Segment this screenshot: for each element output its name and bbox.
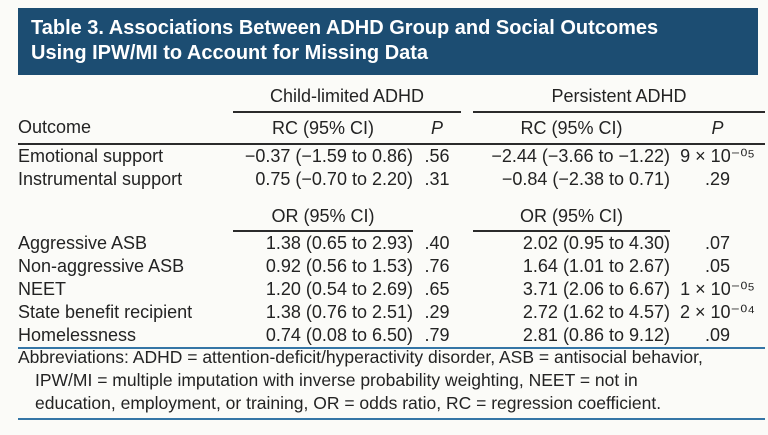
group-gap: [461, 191, 473, 231]
group-gap: [461, 231, 473, 255]
row-instrumental-support: Instrumental support 0.75 (−0.70 to 2.20…: [18, 168, 765, 191]
subheader-spacer: [413, 191, 461, 231]
row-state-benefit-recipient: State benefit recipient 1.38 (0.76 to 2.…: [18, 301, 765, 324]
row-emotional-support: Emotional support −0.37 (−1.59 to 0.86) …: [18, 144, 765, 168]
estimate-cell: −2.44 (−3.66 to −1.22): [491, 146, 671, 166]
p-value-cell: 1 × 10⁻⁰⁵: [680, 279, 755, 299]
results-table: Child-limited ADHD Persistent ADHD Outco…: [18, 75, 766, 349]
table-title-line-1: Table 3. Associations Between ADHD Group…: [31, 17, 659, 39]
p-value-cell: .07: [705, 232, 731, 253]
estimate-cell: −0.84 (−2.38 to 0.71): [501, 169, 671, 189]
spanner-spacer: [18, 75, 233, 112]
estimate-cell: 2.02 (0.95 to 4.30): [522, 233, 671, 253]
col-group-child-limited: Child-limited ADHD: [233, 75, 462, 113]
estimate-cell: 2.72 (1.62 to 4.57): [522, 302, 671, 322]
group-gap: [461, 255, 473, 278]
column-header-row: Outcome RC (95% CI) P RC (95% CI) P: [18, 112, 766, 145]
col-group-persistent: Persistent ADHD: [473, 75, 766, 113]
p-value-cell: 9 × 10⁻⁰⁵: [680, 146, 755, 166]
footnote-line-2: IPW/MI = multiple imputation with invers…: [35, 370, 638, 390]
estimate-cell: 0.75 (−0.70 to 2.20): [255, 169, 413, 189]
footnote-line-3: education, employment, or training, OR =…: [35, 393, 662, 413]
outcome-cell: Homelessness: [18, 325, 137, 345]
outcome-cell: Instrumental support: [18, 169, 183, 189]
group-gap: [461, 278, 473, 301]
p-value-cell: .29: [705, 169, 731, 189]
col-header-rc-persistent: RC (95% CI): [473, 112, 671, 145]
p-value-cell: .76: [424, 256, 450, 276]
p-value-cell: .40: [424, 232, 450, 253]
or-subheader-row: OR (95% CI) OR (95% CI): [18, 191, 765, 232]
col-header-rc-child-limited: RC (95% CI): [233, 112, 413, 145]
p-value-cell: .29: [424, 302, 450, 322]
group-gap: [461, 112, 474, 145]
group-gap: [461, 168, 473, 191]
estimate-cell: 3.71 (2.06 to 6.67): [522, 279, 671, 299]
estimate-cell: 2.81 (0.86 to 9.12): [522, 325, 671, 345]
p-value-cell: .05: [705, 256, 731, 276]
estimate-cell: 1.64 (1.01 to 2.67): [522, 256, 671, 276]
estimate-cell: −0.37 (−1.59 to 0.86): [244, 146, 413, 166]
col-header-outcome: Outcome: [18, 112, 233, 145]
subheader-spacer: [18, 191, 233, 231]
subheader-spacer: [670, 191, 765, 231]
p-value-cell: .31: [424, 169, 450, 189]
row-homelessness: Homelessness 0.74 (0.08 to 6.50) .79 2.8…: [18, 324, 765, 348]
or-subheader-child-limited: OR (95% CI): [233, 191, 413, 232]
outcome-cell: State benefit recipient: [18, 302, 193, 322]
table-title-line-2: Using IPW/MI to Account for Missing Data: [31, 42, 429, 64]
estimate-cell: 0.74 (0.08 to 6.50): [265, 325, 413, 345]
p-value-cell: .09: [705, 325, 731, 345]
row-aggressive-asb: Aggressive ASB 1.38 (0.65 to 2.93) .40 2…: [18, 231, 765, 255]
or-subheader-persistent: OR (95% CI): [473, 191, 671, 232]
outcome-cell: NEET: [18, 279, 67, 299]
p-value-cell: 2 × 10⁻⁰⁴: [680, 302, 756, 322]
estimate-cell: 1.38 (0.76 to 2.51): [265, 302, 413, 322]
outcome-cell: Emotional support: [18, 146, 164, 166]
col-header-p-persistent: P: [670, 112, 766, 145]
group-gap: [461, 75, 473, 112]
group-gap: [461, 144, 473, 168]
p-value-cell: .56: [424, 146, 450, 166]
table-title-bar: Table 3. Associations Between ADHD Group…: [18, 8, 758, 75]
estimate-cell: 0.92 (0.56 to 1.53): [265, 256, 413, 276]
p-value-cell: .65: [424, 279, 450, 299]
estimate-cell: 1.20 (0.54 to 2.69): [265, 279, 413, 299]
row-non-aggressive-asb: Non-aggressive ASB 0.92 (0.56 to 1.53) .…: [18, 255, 765, 278]
footnote-line-1: Abbreviations: ADHD = attention-deficit/…: [18, 347, 703, 367]
column-group-row: Child-limited ADHD Persistent ADHD: [18, 75, 766, 113]
p-value-cell: .79: [424, 325, 450, 345]
group-gap: [461, 301, 473, 324]
abbreviations-footnote: Abbreviations: ADHD = attention-deficit/…: [18, 336, 765, 420]
col-header-p-child-limited: P: [413, 112, 462, 145]
outcome-cell: Aggressive ASB: [18, 232, 148, 253]
estimate-cell: 1.38 (0.65 to 2.93): [265, 233, 413, 253]
row-neet: NEET 1.20 (0.54 to 2.69) .65 3.71 (2.06 …: [18, 278, 765, 301]
outcome-cell: Non-aggressive ASB: [18, 256, 185, 276]
